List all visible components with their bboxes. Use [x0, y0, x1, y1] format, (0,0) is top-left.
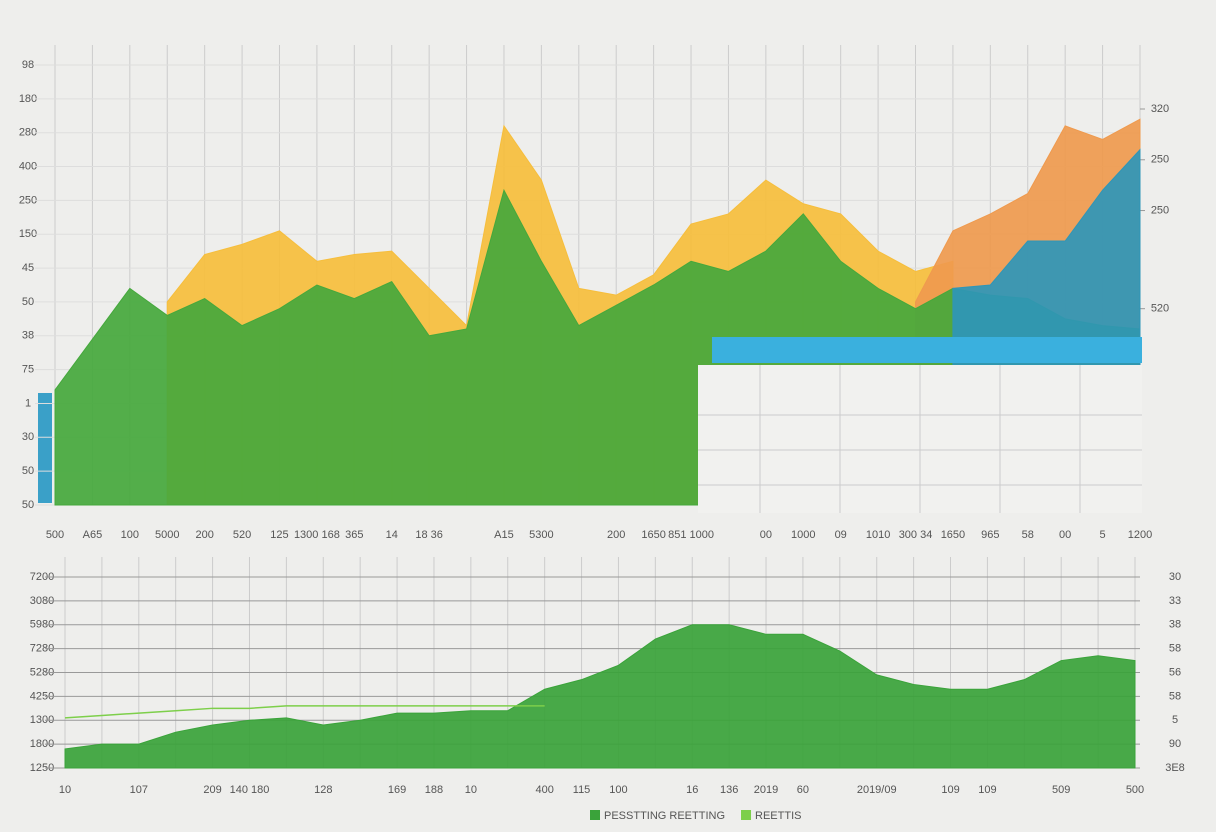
x-tick-label: 851 1000 — [668, 529, 714, 541]
y-tick-label: 180 — [19, 93, 37, 105]
x-tick-label: 169 — [388, 784, 406, 796]
x-tick-label: A65 — [83, 529, 103, 541]
y2-tick-label: 58 — [1169, 643, 1181, 655]
y-tick-label: 1300 — [30, 714, 54, 726]
y2-tick-label: 250 — [1151, 204, 1169, 216]
y2-tick-label: 250 — [1151, 154, 1169, 166]
x-tick-label: 136 — [720, 784, 738, 796]
y-tick-label: 250 — [19, 194, 37, 206]
x-tick-label: 00 — [760, 529, 772, 541]
y2-tick-label: 5 — [1172, 714, 1178, 726]
x-tick-label: 5000 — [155, 529, 179, 541]
x-tick-label: 1010 — [866, 529, 890, 541]
x-tick-label: 109 — [978, 784, 996, 796]
y-tick-label: 150 — [19, 228, 37, 240]
x-tick-label: 107 — [130, 784, 148, 796]
x-tick-label: 16 — [686, 784, 698, 796]
y-tick-label: 50 — [22, 499, 34, 511]
x-tick-label: A15 — [494, 529, 514, 541]
y-tick-label: 5280 — [30, 666, 54, 678]
x-tick-label: 10 — [59, 784, 71, 796]
x-tick-label: 1650 — [641, 529, 665, 541]
y-tick-label: 7280 — [30, 643, 54, 655]
y-tick-label: 1250 — [30, 762, 54, 774]
x-tick-label: 128 — [314, 784, 332, 796]
y-tick-label: 7200 — [30, 571, 54, 583]
y-tick-label: 38 — [22, 330, 34, 342]
x-tick-label: 14 — [386, 529, 398, 541]
x-tick-label: 400 — [535, 784, 553, 796]
y-tick-label: 1 — [25, 397, 31, 409]
decor-band — [712, 337, 1142, 363]
x-tick-label: 300 34 — [899, 529, 933, 541]
x-tick-label: 100 — [121, 529, 139, 541]
y-tick-label: 280 — [19, 127, 37, 139]
x-tick-label: 500 — [46, 529, 64, 541]
x-tick-label: 5300 — [529, 529, 553, 541]
y2-tick-label: 3E8 — [1165, 762, 1185, 774]
x-tick-label: 1200 — [1128, 529, 1152, 541]
y2-tick-label: 90 — [1169, 738, 1181, 750]
x-tick-label: 188 — [425, 784, 443, 796]
inset-grid — [698, 365, 1142, 513]
y2-tick-label: 38 — [1169, 619, 1181, 631]
x-tick-label: 109 — [941, 784, 959, 796]
y2-tick-label: 320 — [1151, 103, 1169, 115]
y-tick-label: 1800 — [30, 738, 54, 750]
y2-tick-label: 58 — [1169, 690, 1181, 702]
x-tick-label: 2019/09 — [857, 784, 897, 796]
x-tick-label: 1300 168 — [294, 529, 340, 541]
area — [64, 624, 1136, 769]
y-tick-label: 400 — [19, 160, 37, 172]
x-tick-label: 18 36 — [415, 529, 443, 541]
x-tick-label: 965 — [981, 529, 999, 541]
x-tick-label: 365 — [345, 529, 363, 541]
x-tick-label: 200 — [607, 529, 625, 541]
y-tick-label: 4250 — [30, 690, 54, 702]
x-tick-label: 209 — [203, 784, 221, 796]
legend-swatch — [590, 810, 600, 820]
y-tick-label: 5980 — [30, 619, 54, 631]
y2-tick-label: 30 — [1169, 571, 1181, 583]
y-tick-label: 30 — [22, 431, 34, 443]
x-tick-label: 09 — [835, 529, 847, 541]
x-tick-label: 140 180 — [230, 784, 270, 796]
x-tick-label: 200 — [195, 529, 213, 541]
x-tick-label: 520 — [233, 529, 251, 541]
x-tick-label: 115 — [573, 784, 591, 796]
decor-bar — [38, 393, 52, 503]
x-tick-label: 500 — [1126, 784, 1144, 796]
x-tick-label: 509 — [1052, 784, 1070, 796]
line — [64, 705, 545, 719]
y-tick-label: 75 — [22, 364, 34, 376]
x-tick-label: 5 — [1100, 529, 1106, 541]
y2-tick-label: 33 — [1169, 595, 1181, 607]
x-tick-label: 100 — [609, 784, 627, 796]
y-tick-label: 50 — [22, 296, 34, 308]
x-tick-label: 60 — [797, 784, 809, 796]
x-tick-label: 2019 — [754, 784, 778, 796]
y-tick-label: 45 — [22, 262, 34, 274]
legend-label: REETTIS — [755, 810, 801, 822]
x-tick-label: 00 — [1059, 529, 1071, 541]
x-tick-label: 125 — [270, 529, 288, 541]
x-tick-label: 58 — [1022, 529, 1034, 541]
y2-tick-label: 520 — [1151, 303, 1169, 315]
x-tick-label: 1000 — [791, 529, 815, 541]
y-tick-label: 50 — [22, 465, 34, 477]
legend-label: PESSTTING REETTING — [604, 810, 725, 822]
x-tick-label: 1650 — [941, 529, 965, 541]
y-tick-label: 98 — [22, 59, 34, 71]
y-tick-label: 3080 — [30, 595, 54, 607]
x-tick-label: 10 — [465, 784, 477, 796]
y2-tick-label: 56 — [1169, 666, 1181, 678]
legend-swatch — [741, 810, 752, 820]
